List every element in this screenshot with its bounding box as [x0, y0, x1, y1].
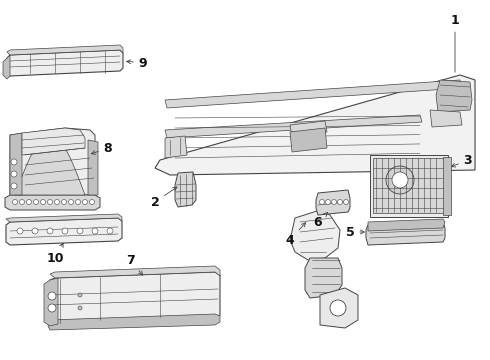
Text: 8: 8 [92, 141, 112, 154]
Polygon shape [15, 135, 85, 195]
Circle shape [11, 159, 17, 165]
Polygon shape [305, 258, 342, 298]
Circle shape [392, 172, 408, 188]
Polygon shape [436, 80, 472, 112]
Circle shape [332, 199, 337, 204]
Polygon shape [7, 45, 123, 55]
Circle shape [69, 199, 74, 204]
Polygon shape [165, 80, 462, 108]
Circle shape [54, 199, 59, 204]
Circle shape [78, 306, 82, 310]
Polygon shape [290, 128, 327, 152]
Polygon shape [6, 218, 122, 245]
Circle shape [48, 199, 52, 204]
Bar [443, 157, 451, 215]
Circle shape [90, 199, 95, 204]
Text: 10: 10 [46, 243, 64, 265]
Circle shape [33, 199, 39, 204]
Circle shape [78, 293, 82, 297]
Circle shape [47, 228, 53, 234]
Text: 3: 3 [451, 153, 472, 167]
Circle shape [13, 199, 18, 204]
Polygon shape [165, 115, 422, 138]
Polygon shape [165, 136, 187, 158]
Polygon shape [50, 272, 220, 324]
Polygon shape [155, 75, 475, 175]
Text: 4: 4 [286, 223, 306, 247]
Polygon shape [22, 128, 85, 155]
Circle shape [82, 199, 88, 204]
Circle shape [330, 300, 346, 316]
Circle shape [338, 199, 343, 204]
Circle shape [92, 228, 98, 234]
Circle shape [48, 292, 56, 300]
Circle shape [32, 228, 38, 234]
Polygon shape [48, 314, 220, 330]
Bar [373, 158, 445, 213]
Text: 5: 5 [345, 225, 364, 239]
Polygon shape [316, 190, 350, 215]
Polygon shape [50, 266, 220, 278]
Bar [370, 155, 448, 217]
Polygon shape [320, 288, 358, 328]
Text: 6: 6 [314, 212, 327, 229]
Circle shape [48, 304, 56, 312]
Circle shape [319, 199, 324, 204]
Polygon shape [430, 110, 462, 127]
Circle shape [11, 183, 17, 189]
Polygon shape [44, 278, 58, 326]
Text: 2: 2 [150, 187, 177, 208]
Text: 1: 1 [451, 14, 459, 72]
Circle shape [62, 228, 68, 234]
Text: 7: 7 [125, 253, 143, 275]
Circle shape [41, 199, 46, 204]
Circle shape [386, 166, 414, 194]
Circle shape [20, 199, 25, 204]
Circle shape [343, 199, 348, 204]
Polygon shape [7, 50, 123, 76]
Polygon shape [6, 214, 122, 222]
Circle shape [26, 199, 31, 204]
Polygon shape [88, 140, 98, 195]
Polygon shape [10, 133, 22, 195]
Polygon shape [10, 128, 95, 195]
Circle shape [107, 228, 113, 234]
Text: 9: 9 [127, 57, 147, 69]
Polygon shape [175, 172, 196, 207]
Circle shape [75, 199, 80, 204]
Circle shape [17, 228, 23, 234]
Polygon shape [3, 55, 10, 79]
Circle shape [77, 228, 83, 234]
Circle shape [11, 171, 17, 177]
Circle shape [325, 199, 330, 204]
Polygon shape [368, 219, 445, 231]
Polygon shape [290, 121, 327, 136]
Polygon shape [5, 195, 100, 210]
Polygon shape [290, 210, 340, 260]
Polygon shape [366, 222, 445, 245]
Circle shape [62, 199, 67, 204]
